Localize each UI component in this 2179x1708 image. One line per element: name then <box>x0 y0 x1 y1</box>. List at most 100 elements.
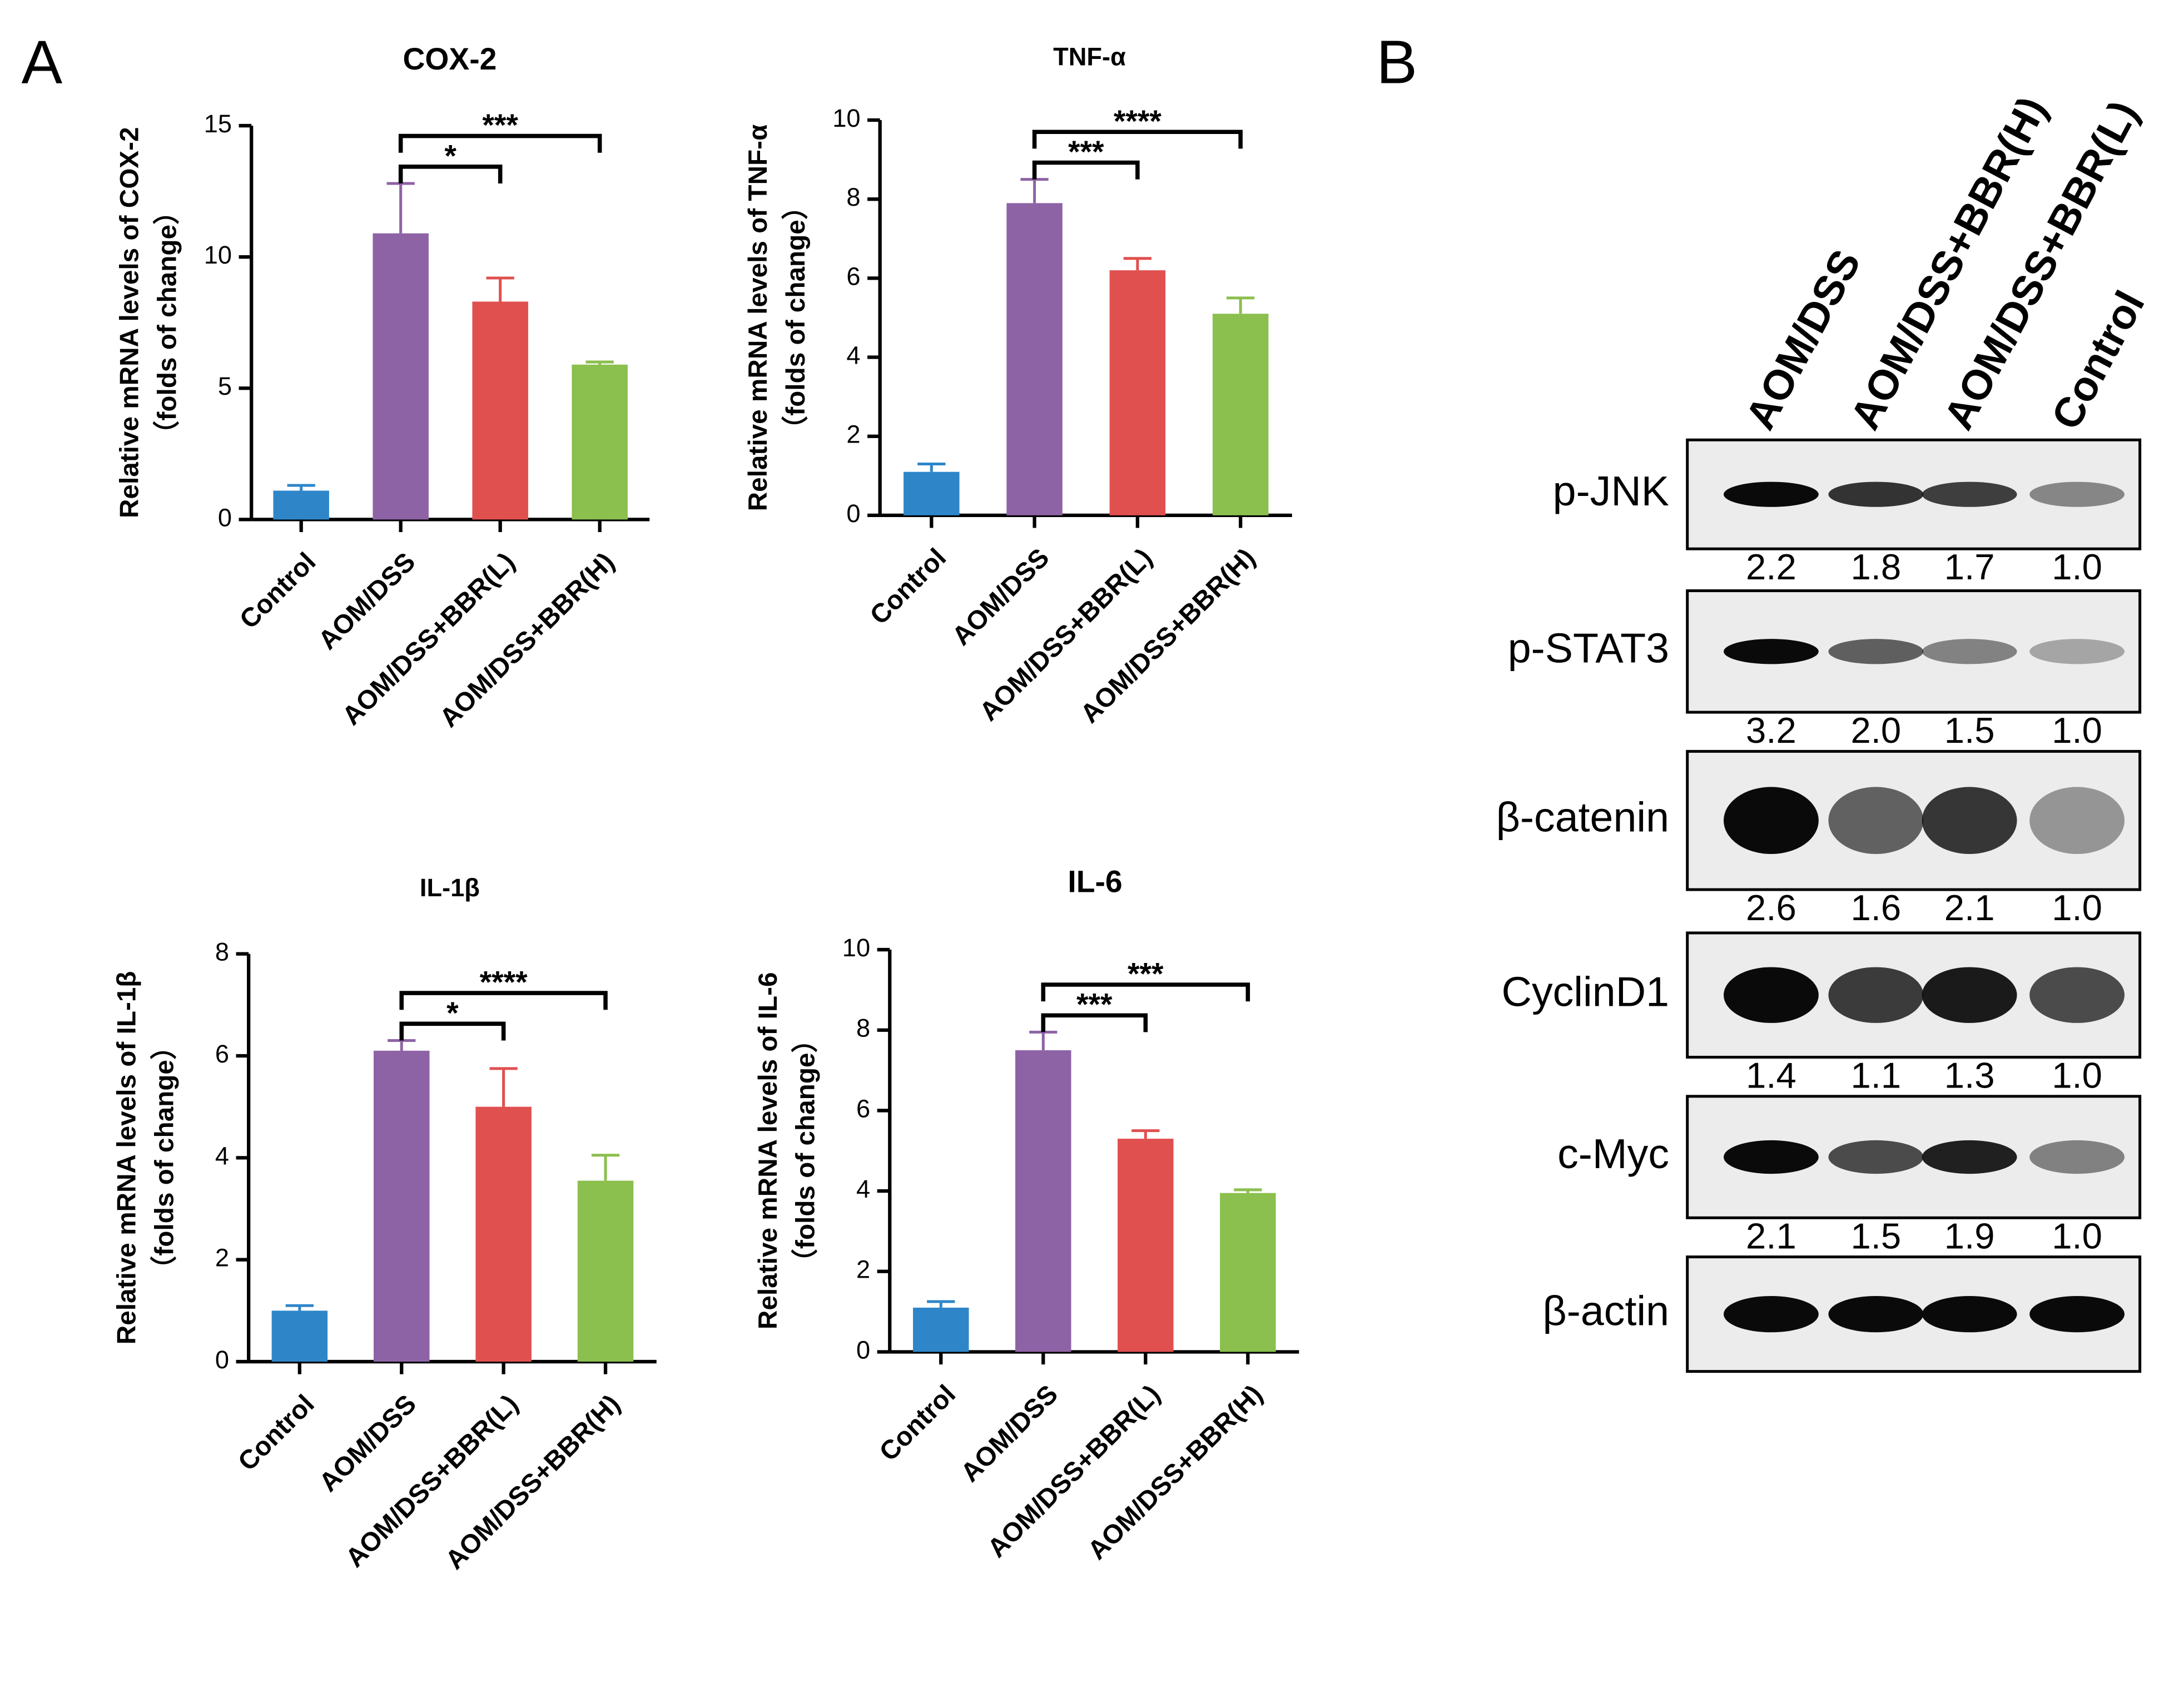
blot-band <box>1922 967 2017 1023</box>
significance-label: **** <box>480 965 528 1000</box>
significance-label: *** <box>1076 987 1113 1022</box>
y-tick-label: 5 <box>218 372 232 400</box>
bar <box>472 301 528 520</box>
bar <box>913 1307 969 1352</box>
x-tick-label: AOM/DSS <box>955 1379 1064 1488</box>
blot-band <box>1828 967 1924 1023</box>
y-tick-label: 10 <box>832 104 860 132</box>
blot-band <box>1724 967 1819 1023</box>
panel-label: B <box>1376 28 1417 97</box>
protein-label: p-JNK <box>1553 468 1669 514</box>
error-bar <box>287 484 315 491</box>
y-axis-label: Relative mRNA levels of TNF-α <box>743 125 773 512</box>
error-bar <box>1029 1030 1058 1050</box>
bar <box>1015 1050 1071 1352</box>
blot-band <box>1922 1140 2017 1174</box>
x-tick-label: Control <box>865 543 952 630</box>
band-ratio: 1.3 <box>1944 1055 1995 1095</box>
y-tick-label: 8 <box>856 1014 870 1042</box>
band-ratio: 2.1 <box>1746 1215 1796 1256</box>
blot-band <box>1724 639 1819 664</box>
significance-bracket <box>399 1021 506 1041</box>
band-ratio: 2.2 <box>1746 547 1796 587</box>
error-bar <box>1123 257 1151 271</box>
y-tick-label: 4 <box>856 1175 870 1203</box>
bar <box>1006 203 1063 515</box>
blot-band <box>1922 787 2017 854</box>
bar <box>1109 270 1166 515</box>
bar <box>271 1310 328 1362</box>
x-tick-label: AOM/DSS+BBR(L) <box>974 543 1158 727</box>
protein-label: β-actin <box>1542 1288 1669 1334</box>
x-tick-label: AOM/DSS+BBR(L) <box>982 1379 1166 1563</box>
y-tick-label: 2 <box>856 1255 870 1284</box>
x-tick-label: AOM/DSS <box>314 1389 422 1498</box>
chart-title: COX-2 <box>403 42 497 76</box>
band-ratio: 2.6 <box>1746 887 1796 928</box>
blot-band <box>1828 1296 1924 1333</box>
x-tick-label: AOM/DSS+BBR(L) <box>337 547 521 731</box>
bar <box>572 364 628 520</box>
bar <box>904 471 960 515</box>
blot-band <box>2029 481 2125 507</box>
y-axis-label: （folds of change） <box>791 1026 821 1275</box>
blot-band <box>1828 481 1924 507</box>
bar <box>273 490 329 520</box>
significance-label: *** <box>1128 956 1164 991</box>
x-tick-label: Control <box>232 1389 320 1477</box>
error-bar <box>927 1300 955 1308</box>
band-ratio: 1.0 <box>2052 710 2102 751</box>
x-tick-label: AOM/DSS+BBR(H) <box>434 547 621 733</box>
bar <box>1118 1139 1174 1352</box>
band-ratio: 1.8 <box>1850 547 1901 587</box>
bar <box>373 233 429 520</box>
y-tick-label: 4 <box>215 1141 229 1170</box>
significance-bracket <box>1041 982 1250 1002</box>
chart-title: IL-1β <box>420 873 480 902</box>
x-tick-label: AOM/DSS <box>313 547 421 656</box>
bar <box>577 1180 634 1362</box>
blot-band <box>2029 967 2125 1023</box>
band-ratio: 1.0 <box>2052 887 2102 928</box>
y-tick-label: 10 <box>842 934 870 962</box>
band-ratio: 1.4 <box>1746 1055 1796 1095</box>
protein-label: β-catenin <box>1496 794 1669 841</box>
y-tick-label: 4 <box>846 341 860 369</box>
significance-bracket <box>399 991 608 1010</box>
x-tick-label: Control <box>234 547 321 634</box>
error-bar <box>386 182 415 234</box>
x-tick-label: AOM/DSS+BBR(H) <box>1075 543 1261 729</box>
blot-band <box>1828 639 1924 664</box>
blot-band <box>1724 1140 1819 1174</box>
significance-label: *** <box>1068 135 1104 169</box>
chart-title: IL-6 <box>1068 865 1122 899</box>
blot-band <box>2029 1296 2125 1333</box>
y-axis-label: Relative mRNA levels of COX-2 <box>115 127 145 518</box>
y-tick-label: 6 <box>215 1040 229 1068</box>
blot-band <box>2029 1140 2125 1174</box>
y-axis-label: （folds of change） <box>781 193 811 442</box>
y-axis-label: （folds of change） <box>150 1033 180 1282</box>
blot-band <box>1724 787 1819 854</box>
y-tick-label: 2 <box>215 1244 229 1272</box>
y-tick-label: 2 <box>846 420 860 449</box>
error-bar <box>489 1067 518 1107</box>
blot-band <box>1922 481 2017 507</box>
y-tick-label: 0 <box>846 499 860 528</box>
band-ratio: 1.9 <box>1944 1215 1995 1256</box>
x-tick-label: AOM/DSS+BBR(H) <box>1082 1379 1268 1566</box>
band-ratio: 1.0 <box>2052 547 2102 587</box>
band-ratio: 2.1 <box>1944 887 1995 928</box>
y-axis-label: （folds of change） <box>153 198 182 447</box>
y-tick-label: 8 <box>846 183 860 211</box>
bar <box>1220 1193 1276 1352</box>
protein-label: CyclinD1 <box>1502 969 1670 1015</box>
bar <box>374 1050 430 1362</box>
y-tick-label: 0 <box>215 1345 229 1374</box>
y-tick-label: 8 <box>215 938 229 966</box>
band-ratio: 3.2 <box>1746 710 1796 751</box>
bar <box>475 1106 532 1362</box>
significance-bracket <box>398 133 602 153</box>
x-tick-label: AOM/DSS+BBR(H) <box>440 1389 626 1576</box>
